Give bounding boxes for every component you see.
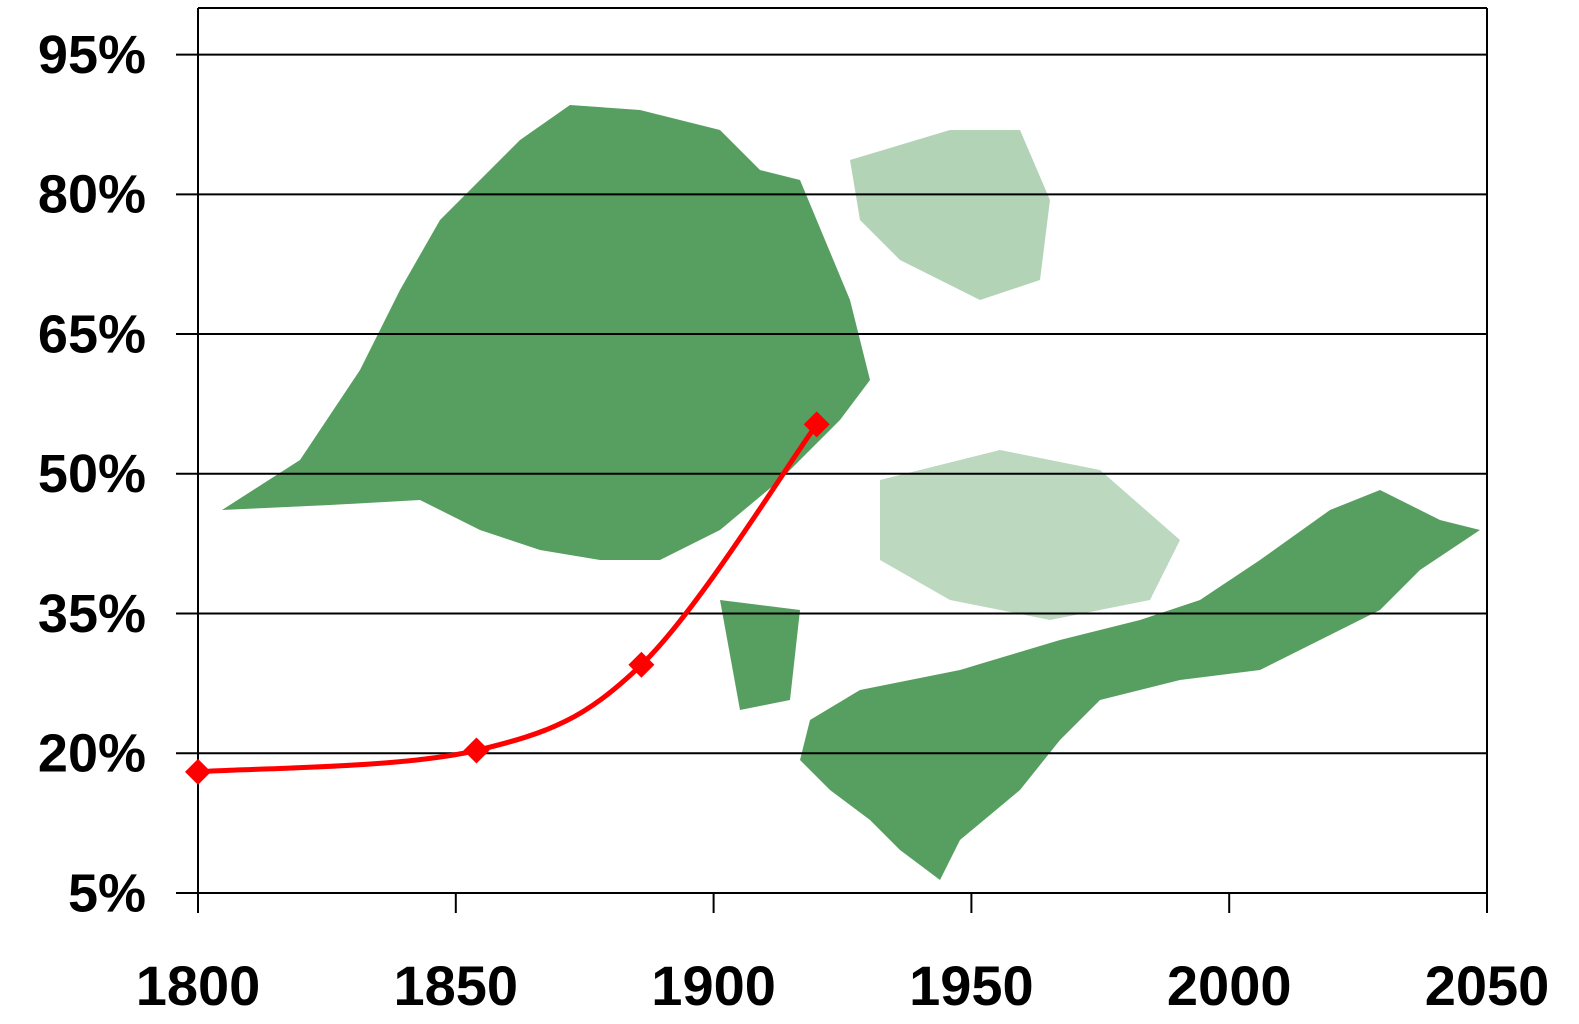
marker (463, 737, 490, 764)
x-tick-label: 1950 (909, 954, 1034, 1017)
line (197, 422, 819, 775)
marker (185, 758, 211, 785)
y-tick-label: 95% (38, 25, 146, 85)
y-tick-label: 80% (38, 165, 146, 225)
marker (628, 651, 655, 678)
y-tick-label: 5% (68, 863, 146, 923)
y-tick-label: 35% (38, 584, 146, 644)
marker (803, 411, 830, 438)
map-west (222, 105, 870, 560)
map-south (720, 600, 800, 710)
x-tick-label: 1800 (136, 954, 261, 1017)
y-tick-label: 50% (38, 444, 146, 504)
x-tick-label: 2000 (1167, 954, 1292, 1017)
map-center (880, 450, 1180, 620)
map-north (850, 130, 1050, 300)
background-map (222, 105, 1480, 880)
x-tick-label: 2050 (1425, 954, 1550, 1017)
y-tick-label: 65% (38, 304, 146, 364)
y-tick-label: 20% (38, 724, 146, 784)
map-southeast (800, 490, 1480, 880)
x-tick-label: 1850 (394, 954, 519, 1017)
x-tick-label: 1900 (651, 954, 776, 1017)
axes: 5% 20% 35% 50% 65% 80% 95% 1800 1850 1900 1950 2000… (38, 7, 1550, 1017)
